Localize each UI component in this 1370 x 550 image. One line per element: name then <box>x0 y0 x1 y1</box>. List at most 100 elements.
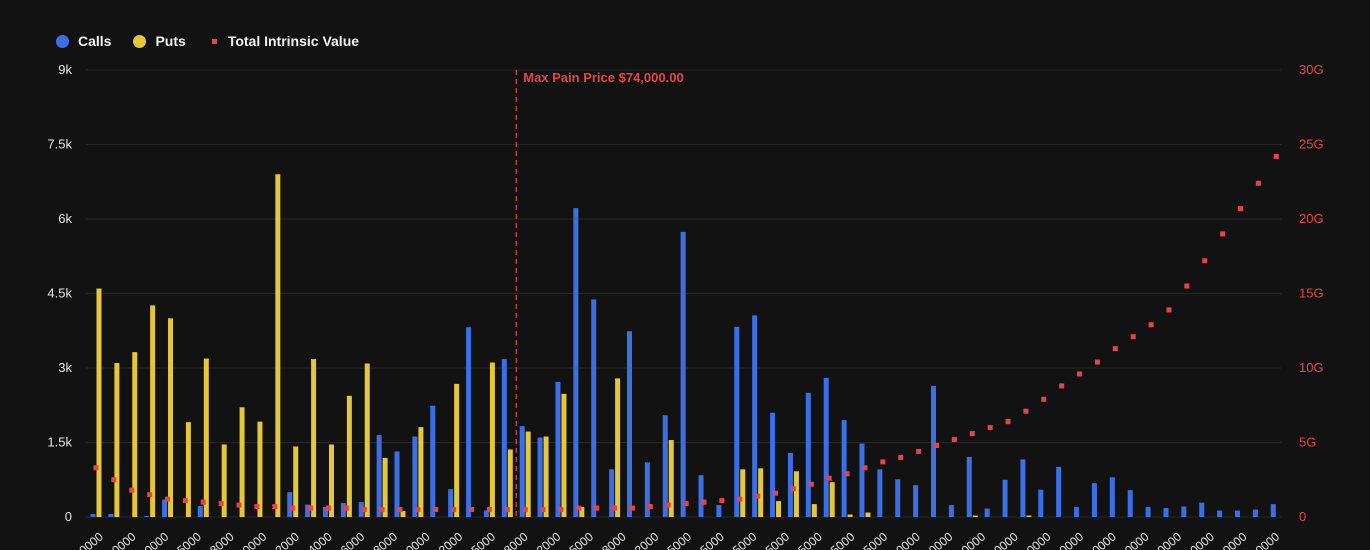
y-tick-label-right: 15G <box>1299 286 1324 301</box>
intrinsic-point <box>683 501 689 507</box>
x-tick-label: 5000 <box>730 529 760 550</box>
intrinsic-point <box>1059 383 1065 389</box>
call-bar <box>573 208 579 517</box>
call-bar <box>930 385 936 517</box>
put-bar <box>275 174 281 518</box>
intrinsic-point <box>612 505 618 511</box>
call-bar <box>1270 504 1276 517</box>
x-tick-label: 0000 <box>403 529 433 550</box>
call-bar <box>895 479 901 517</box>
intrinsic-point <box>987 425 993 431</box>
x-tick-label: 2000 <box>436 529 466 550</box>
max-pain-label: Max Pain Price $74,000.00 <box>523 70 683 85</box>
put-bar <box>239 407 245 517</box>
intrinsic-point <box>540 507 546 513</box>
y-tick-label-right: 25G <box>1299 137 1324 152</box>
intrinsic-point <box>361 507 367 513</box>
intrinsic-point <box>808 481 814 487</box>
intrinsic-point <box>379 507 385 513</box>
intrinsic-point <box>755 493 761 499</box>
x-tick-label: 0000 <box>926 529 956 550</box>
call-bar <box>1217 510 1223 517</box>
legend-item-puts[interactable]: Puts <box>133 33 186 49</box>
y-tick-label-left: 9k <box>58 62 72 77</box>
y-tick-label-right: 20G <box>1299 211 1324 226</box>
call-bar <box>1056 466 1062 517</box>
intrinsic-point <box>1041 396 1047 402</box>
call-bar <box>1252 509 1258 517</box>
x-tick-label: 5000 <box>795 529 825 550</box>
y-tick-label-left: 0 <box>65 509 72 524</box>
intrinsic-point <box>647 504 653 510</box>
x-tick-label: 0000 <box>959 529 989 550</box>
call-bar <box>162 499 168 517</box>
intrinsic-point <box>182 498 188 504</box>
x-tick-label: 0000 <box>893 529 923 550</box>
x-tick-label: 8000 <box>207 529 237 550</box>
intrinsic-point <box>254 504 260 510</box>
intrinsic-point <box>594 505 600 511</box>
put-bar <box>525 431 531 517</box>
put-bar <box>561 393 567 517</box>
call-bar <box>376 435 382 517</box>
put-bar <box>203 358 209 517</box>
call-bar <box>430 405 436 517</box>
call-bar <box>305 504 311 517</box>
put-bar <box>829 482 835 517</box>
put-bar <box>114 363 120 517</box>
legend-label: Puts <box>155 33 186 49</box>
put-bar <box>507 449 513 517</box>
intrinsic-point <box>111 477 117 483</box>
intrinsic-point <box>880 459 886 465</box>
x-tick-label: 0000 <box>1024 529 1054 550</box>
x-tick-label: 0000 <box>109 529 139 550</box>
call-bar <box>108 514 114 517</box>
x-tick-label: 5000 <box>665 529 695 550</box>
legend-item-calls[interactable]: Calls <box>56 33 111 49</box>
call-bar <box>626 331 632 517</box>
legend-marker-intrinsic <box>211 38 217 44</box>
put-bar <box>776 501 782 517</box>
call-bar <box>358 502 364 517</box>
x-tick-label: 5000 <box>469 529 499 550</box>
intrinsic-point <box>504 507 510 513</box>
intrinsic-point <box>451 507 457 513</box>
call-bar <box>680 231 686 517</box>
x-tick-label: 2000 <box>534 529 564 550</box>
put-bar <box>454 383 460 517</box>
call-bar <box>197 506 203 517</box>
intrinsic-point <box>1094 359 1100 365</box>
x-tick-label: 0000 <box>1155 529 1185 550</box>
intrinsic-point <box>1112 346 1118 352</box>
call-bar <box>1181 506 1187 517</box>
x-tick-label: 2000 <box>632 529 662 550</box>
intrinsic-point <box>1255 180 1261 186</box>
x-tick-label: 5000 <box>697 529 727 550</box>
intrinsic-point <box>343 505 349 511</box>
intrinsic-point <box>862 465 868 471</box>
intrinsic-point <box>272 504 278 510</box>
intrinsic-point <box>1077 371 1083 377</box>
call-bar <box>322 507 328 517</box>
call-bar <box>948 505 954 517</box>
intrinsic-point <box>951 437 957 443</box>
call-bar <box>144 516 150 517</box>
x-tick-label: 5000 <box>567 529 597 550</box>
x-tick-label: 6000 <box>338 529 368 550</box>
intrinsic-point <box>558 507 564 513</box>
y-tick-label-right: 0 <box>1299 509 1306 524</box>
x-tick-label: 5000 <box>174 529 204 550</box>
intrinsic-point <box>1166 307 1172 313</box>
intrinsic-point <box>1130 334 1136 340</box>
put-bar <box>185 422 191 517</box>
intrinsic-point <box>147 492 153 498</box>
call-bar <box>841 420 847 517</box>
intrinsic-point <box>1148 322 1154 328</box>
x-tick-label: 0000 <box>142 529 172 550</box>
call-bar <box>1199 502 1205 517</box>
intrinsic-point <box>629 505 635 511</box>
intrinsic-point <box>397 507 403 513</box>
put-bar <box>132 352 138 517</box>
legend-item-intrinsic[interactable]: Total Intrinsic Value <box>208 33 359 49</box>
